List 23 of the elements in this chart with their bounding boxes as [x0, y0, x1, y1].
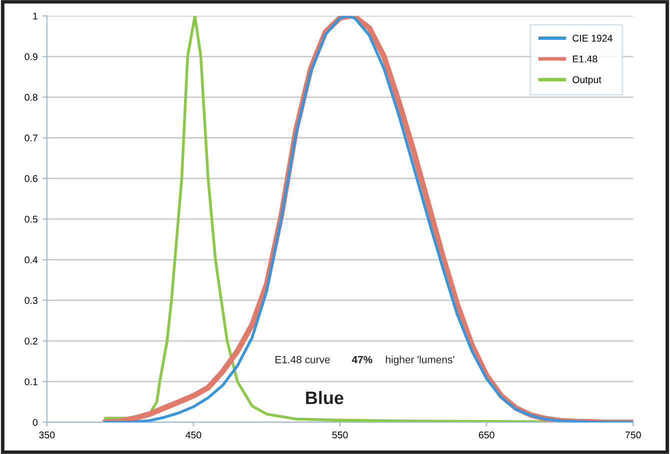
y-tick-label: 0.6 — [24, 175, 38, 182]
x-tick-label: 650 — [478, 432, 494, 438]
annotation: higher 'lumens' — [386, 356, 454, 366]
x-tick-label: 350 — [39, 432, 55, 438]
y-tick-label: 1 — [33, 12, 38, 20]
annotation: E1.48 curve — [276, 356, 330, 364]
y-tick-label: 0 — [32, 418, 38, 426]
legend-label: E1.48 — [572, 56, 598, 62]
x-tick-label: 450 — [186, 432, 202, 438]
y-tick-label: 0.2 — [24, 338, 38, 345]
legend-label: Output — [572, 76, 602, 86]
annotation: 47% — [352, 356, 372, 364]
y-tick-label: 0.3 — [24, 297, 38, 304]
y-tick-label: 0.9 — [24, 53, 38, 60]
y-tick-label: 0.8 — [24, 94, 38, 101]
annotation: Blue — [306, 390, 344, 404]
y-tick-label: 0.1 — [24, 378, 38, 386]
legend-label: CIE 1924 — [572, 34, 612, 42]
y-tick-label: 0.7 — [24, 134, 38, 142]
y-tick-label: 0.4 — [24, 256, 38, 264]
x-tick-label: 750 — [626, 432, 641, 438]
y-tick-label: 0.5 — [24, 216, 38, 223]
x-tick-label: 550 — [332, 432, 348, 438]
